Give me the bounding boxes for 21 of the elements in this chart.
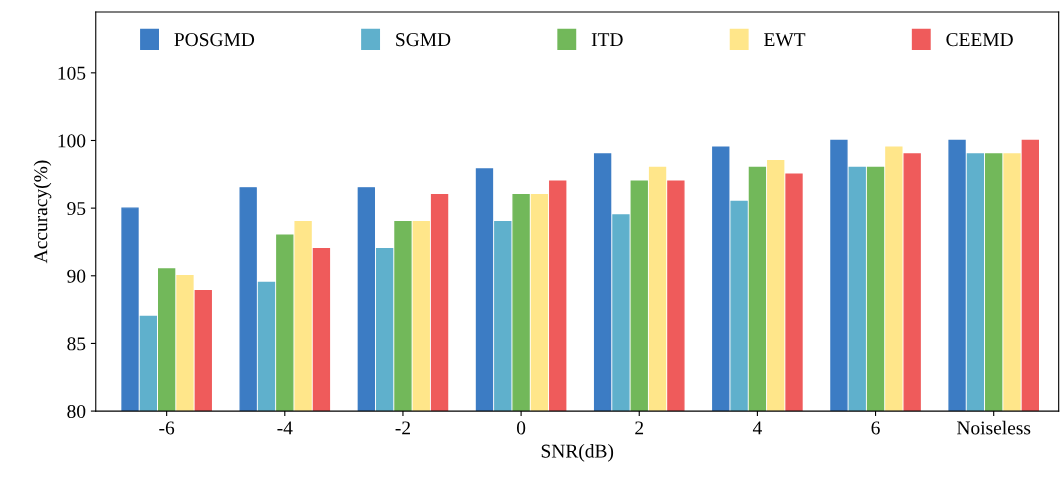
x-tick-label: 0 — [516, 421, 526, 435]
y-axis-title: Accuracy(%) — [33, 160, 52, 264]
x-tick-label: 6 — [871, 421, 880, 435]
x-tick-label: 2 — [635, 421, 644, 435]
x-tick-label: -2 — [395, 421, 410, 435]
y-tick-label: 90 — [67, 269, 86, 283]
legend-label: POSGMD — [174, 33, 255, 47]
y-tick-label: 80 — [67, 404, 86, 419]
x-tick-label: Noiseless — [956, 420, 1031, 435]
y-tick-label: 100 — [58, 134, 86, 148]
legend-label: ITD — [591, 33, 623, 47]
x-tick-label: -4 — [277, 421, 293, 435]
y-tick-label: 105 — [58, 66, 86, 80]
x-tick-label: -6 — [159, 421, 175, 435]
x-axis-title: SNR(dB) — [541, 443, 614, 462]
legend-label: CEEMD — [946, 33, 1013, 47]
legend-label: EWT — [764, 33, 806, 47]
y-tick-label: 95 — [67, 202, 86, 216]
x-tick-label: 4 — [752, 421, 762, 435]
legend-label: SGMD — [396, 33, 451, 47]
y-tick-label: 85 — [67, 337, 86, 351]
